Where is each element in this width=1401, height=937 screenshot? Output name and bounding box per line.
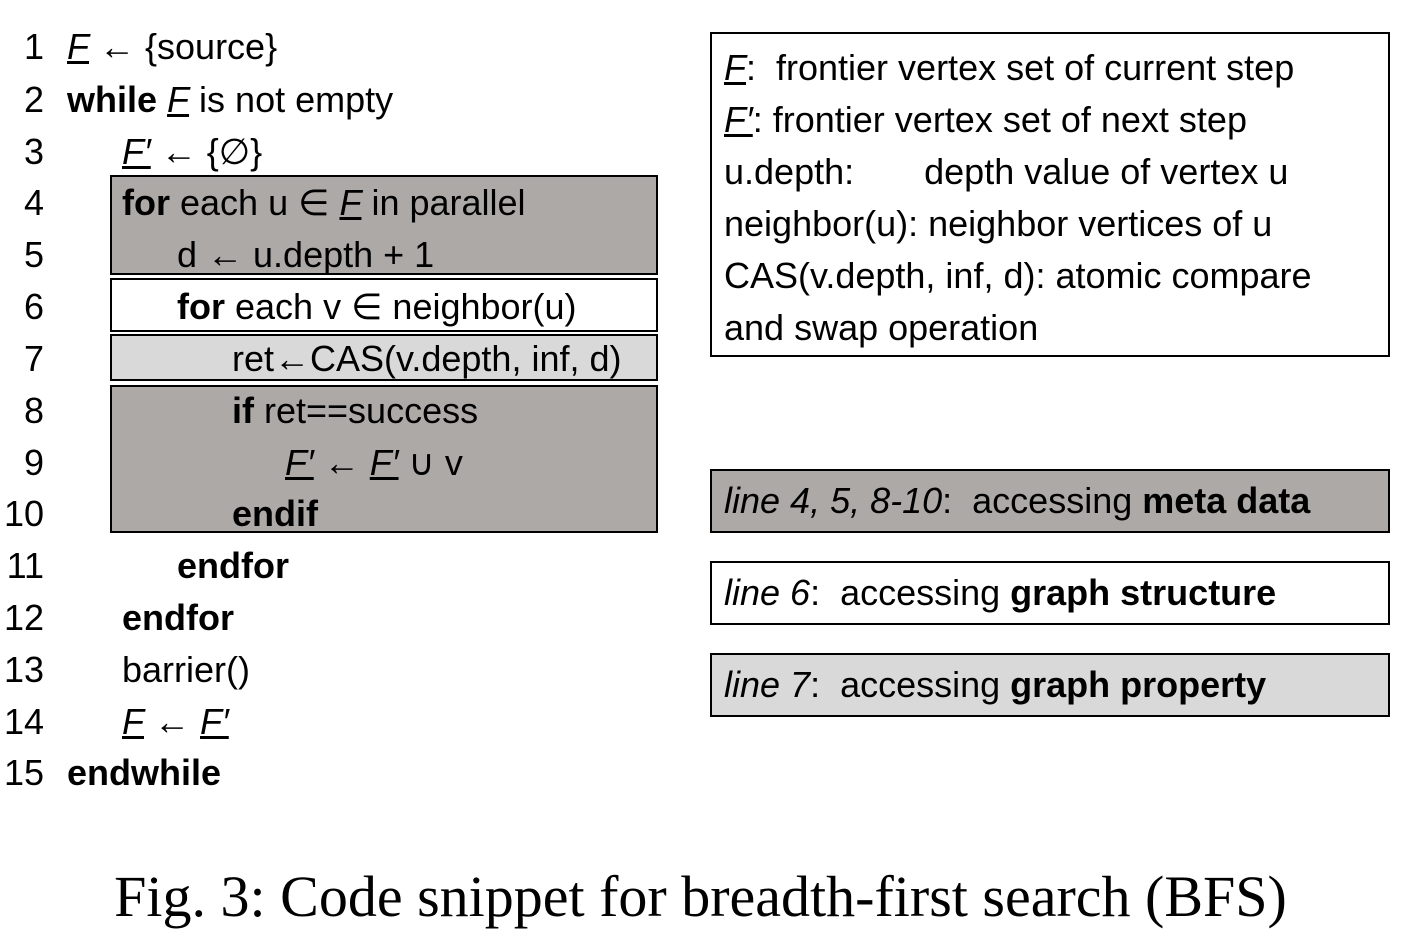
code-line: F′ ← {∅} <box>122 132 262 172</box>
key-line-reference: line 6 <box>724 572 811 613</box>
code-line: endif <box>232 494 318 534</box>
legend-line: and swap operation <box>724 302 1376 354</box>
code-text: in parallel <box>361 182 526 223</box>
code-line: d ← u.depth + 1 <box>177 235 434 275</box>
meta-data-block-lines-8-10 <box>110 385 658 533</box>
keyword: if <box>232 390 254 431</box>
code-text <box>157 79 167 120</box>
code-text: each v ∈ neighbor(u) <box>225 286 577 327</box>
key-meta-data: line 4, 5, 8-10: accessing meta data <box>710 469 1390 533</box>
legend-line: F: frontier vertex set of current step <box>724 42 1376 94</box>
set-variable: F′ <box>285 442 314 483</box>
code-text: CAS(v.depth, inf, d): atomic compare <box>724 255 1312 296</box>
legend-line: neighbor(u): neighbor vertices of u <box>724 198 1376 250</box>
keyword: endfor <box>177 545 289 586</box>
set-variable: F <box>122 701 144 742</box>
line-number: 15 <box>3 752 44 793</box>
code-line: F ← F′ <box>122 702 229 742</box>
code-line: while F is not empty <box>67 80 393 120</box>
line-number: 1 <box>23 26 44 67</box>
line-number: 5 <box>23 234 44 275</box>
code-text: ← {source} <box>89 26 278 67</box>
keyword: for <box>122 182 170 223</box>
line-number: 3 <box>23 131 44 172</box>
set-variable: F′ <box>369 442 399 483</box>
code-text: u.depth: depth value of vertex u <box>724 151 1289 192</box>
line-number: 13 <box>3 649 44 690</box>
set-variable: F <box>339 182 362 223</box>
set-variable: F′ <box>724 99 753 140</box>
code-line: ret←CAS(v.depth, inf, d) <box>232 339 621 379</box>
code-text: : frontier vertex set of next step <box>752 99 1247 140</box>
key-text: : accessing <box>942 480 1143 521</box>
line-number: 9 <box>23 442 44 483</box>
line-number: 14 <box>3 701 44 742</box>
set-variable: F <box>67 26 89 67</box>
line-number: 8 <box>23 390 44 431</box>
set-variable: F′ <box>200 701 229 742</box>
code-line: endwhile <box>67 753 221 793</box>
line-number: 11 <box>6 545 44 586</box>
key-graph-structure: line 6: accessing graph structure <box>710 561 1390 625</box>
legend-line: u.depth: depth value of vertex u <box>724 146 1376 198</box>
notation-legend: F: frontier vertex set of current step F′… <box>710 32 1390 357</box>
keyword: endif <box>232 493 318 534</box>
code-text: neighbor(u): neighbor vertices of u <box>724 203 1273 244</box>
graph-structure-block-line-6 <box>110 278 658 332</box>
code-line: endfor <box>122 598 234 638</box>
code-text: ret==success <box>254 390 479 431</box>
key-category: graph property <box>1010 664 1267 705</box>
code-text: ret←CAS(v.depth, inf, d) <box>232 338 622 379</box>
graph-property-block-line-7 <box>110 334 658 381</box>
code-text: and swap operation <box>724 307 1039 348</box>
line-number: 4 <box>23 182 44 223</box>
key-text: : accessing <box>810 664 1011 705</box>
key-line-reference: line 4, 5, 8-10 <box>724 480 943 521</box>
legend-line: CAS(v.depth, inf, d): atomic compare <box>724 250 1376 302</box>
set-variable: F <box>724 47 746 88</box>
line-number: 6 <box>23 286 44 327</box>
line-number: 2 <box>23 79 44 120</box>
figure-caption: Fig. 3: Code snippet for breadth-first s… <box>114 864 1287 929</box>
code-text: each u ∈ <box>170 182 340 223</box>
set-variable: F′ <box>122 131 151 172</box>
keyword: while <box>67 79 158 120</box>
code-line: for each v ∈ neighbor(u) <box>177 287 577 327</box>
code-line: if ret==success <box>232 391 478 431</box>
set-variable: F <box>167 79 190 120</box>
keyword: endfor <box>122 597 234 638</box>
meta-data-block-lines-4-5 <box>110 175 658 275</box>
line-number: 12 <box>3 597 44 638</box>
keyword: endwhile <box>67 752 222 793</box>
code-text: ← <box>313 442 370 483</box>
code-text: is not empty <box>189 79 394 120</box>
code-line: endfor <box>177 546 289 586</box>
code-text: barrier() <box>122 649 251 690</box>
legend-line: F′: frontier vertex set of next step <box>724 94 1376 146</box>
code-line: F′ ← F′ ∪ v <box>285 443 463 483</box>
key-line-reference: line 7 <box>724 664 811 705</box>
code-line: F ← {source} <box>67 27 277 67</box>
code-text: ∪ v <box>398 442 463 483</box>
key-text: : accessing <box>810 572 1011 613</box>
code-text: ← <box>144 701 201 742</box>
key-category: meta data <box>1142 480 1311 521</box>
code-text: : frontier vertex set of current step <box>746 47 1295 88</box>
keyword: for <box>177 286 225 327</box>
line-number: 10 <box>3 493 44 534</box>
code-line: barrier() <box>122 650 250 690</box>
code-text: d ← u.depth + 1 <box>177 234 435 275</box>
key-graph-property: line 7: accessing graph property <box>710 653 1390 717</box>
line-number: 7 <box>23 338 44 379</box>
code-text: ← {∅} <box>150 131 263 172</box>
key-category: graph structure <box>1010 572 1277 613</box>
code-line: for each u ∈ F in parallel <box>122 183 526 223</box>
